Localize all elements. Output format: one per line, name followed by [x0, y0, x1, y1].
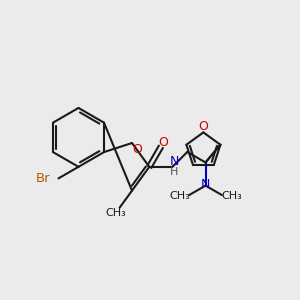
Text: Br: Br [35, 172, 50, 185]
Text: O: O [159, 136, 168, 149]
Text: O: O [199, 120, 208, 133]
Text: CH₃: CH₃ [221, 191, 242, 201]
Text: O: O [132, 143, 142, 156]
Text: H: H [170, 167, 179, 177]
Text: N: N [201, 178, 210, 191]
Text: CH₃: CH₃ [169, 191, 190, 201]
Text: N: N [170, 155, 179, 168]
Text: CH₃: CH₃ [106, 208, 126, 218]
